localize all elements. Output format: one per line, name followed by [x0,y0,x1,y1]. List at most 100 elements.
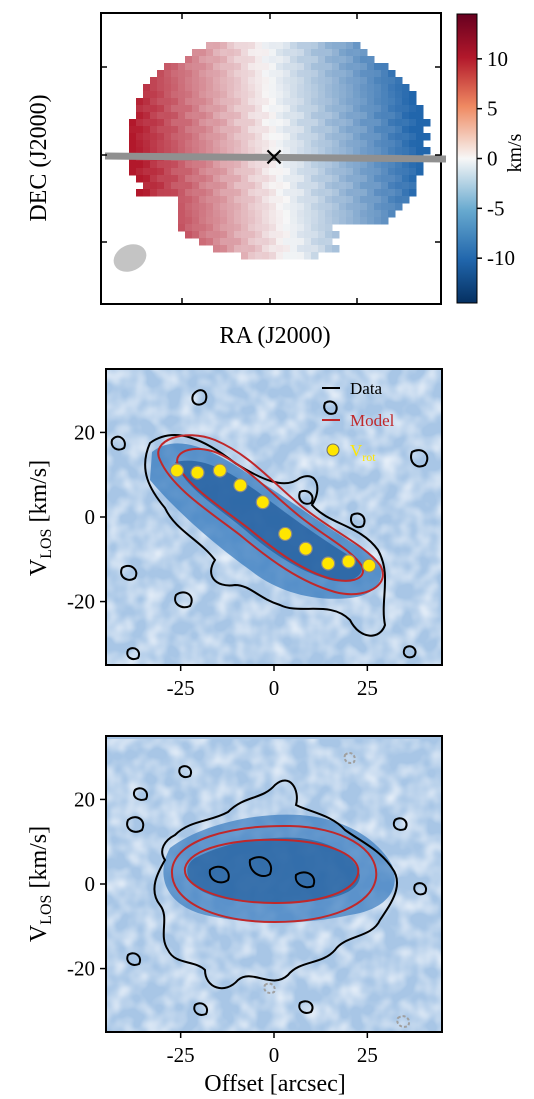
velocity-pixel [304,126,312,134]
velocity-pixel [227,84,235,92]
velocity-pixel [220,217,228,225]
velocity-pixel [283,112,291,120]
velocity-pixel [325,147,333,155]
velocity-pixel [402,98,410,106]
velocity-pixel [234,238,242,246]
velocity-pixel [157,175,165,183]
velocity-pixel [332,196,340,204]
velocity-pixel [290,98,298,106]
velocity-pixel [325,238,333,246]
velocity-pixel [171,168,179,176]
velocity-pixel [241,245,249,253]
velocity-pixel [325,77,333,85]
velocity-pixel [255,189,263,197]
velocity-pixel [248,161,256,169]
velocity-pixel [234,161,242,169]
velocity-pixel [381,196,389,204]
velocity-pixel [276,140,284,148]
velocity-pixel [185,105,193,113]
velocity-pixel [311,112,319,120]
velocity-pixel [290,217,298,225]
velocity-pixel [150,182,158,190]
velocity-pixel [402,105,410,113]
velocity-pixel [199,56,207,64]
velocity-pixel [304,147,312,155]
velocity-pixel [318,203,326,211]
velocity-pixel [318,112,326,120]
velocity-pixel [290,42,298,50]
velocity-pixel [416,133,424,141]
velocity-pixel [199,77,207,85]
velocity-pixel [395,105,403,113]
velocity-pixel [143,182,151,190]
ra-axis-label: RA (J2000) [219,323,330,349]
velocity-pixel [367,140,375,148]
velocity-pixel [269,217,277,225]
velocity-pixel [332,49,340,57]
velocity-pixel [199,98,207,106]
velocity-pixel [353,98,361,106]
velocity-pixel [283,63,291,71]
velocity-pixel [374,140,382,148]
velocity-pixel [409,189,417,197]
velocity-pixel [297,42,305,50]
velocity-pixel [290,238,298,246]
colorbar-tick-label: 0 [487,147,498,171]
velocity-pixel [213,140,221,148]
velocity-pixel [290,49,298,57]
beam-ellipse [113,244,147,272]
velocity-pixel [171,126,179,134]
velocity-pixel [311,252,319,260]
velocity-pixel [213,119,221,127]
velocity-pixel [199,105,207,113]
velocity-map-ticks [101,13,441,304]
velocity-pixel [192,84,200,92]
velocity-pixel [192,56,200,64]
velocity-pixel [157,98,165,106]
velocity-pixel [353,196,361,204]
velocity-pixel [311,49,319,57]
velocity-pixel [332,245,340,253]
colorbar-ticks: 10 5 0 -5 -10 [477,47,515,270]
velocity-pixel [276,189,284,197]
velocity-pixel [297,147,305,155]
velocity-pixel [213,210,221,218]
velocity-pixel [367,217,375,225]
velocity-pixel [297,231,305,239]
velocity-pixel [395,98,403,106]
velocity-pixel [269,147,277,155]
velocity-pixel [388,112,396,120]
velocity-pixel [143,168,151,176]
velocity-pixel [409,140,417,148]
pv-minor-negative-contours [263,752,410,1028]
velocity-pixel [339,91,347,99]
velocity-pixel [192,217,200,225]
velocity-pixel [213,70,221,78]
velocity-pixel [234,140,242,148]
velocity-pixel [297,91,305,99]
velocity-pixel [143,161,151,169]
velocity-pixel [255,70,263,78]
velocity-pixel [374,196,382,204]
velocity-pixel [395,175,403,183]
velocity-pixel [248,119,256,127]
velocity-pixel [262,168,270,176]
velocity-pixel [164,168,172,176]
velocity-pixel [388,70,396,78]
velocity-pixel [227,119,235,127]
velocity-pixel [241,217,249,225]
velocity-pixel [227,224,235,232]
velocity-pixel [255,49,263,57]
velocity-pixel [297,112,305,120]
velocity-pixel [185,217,193,225]
velocity-pixel [234,105,242,113]
velocity-pixel [269,98,277,106]
velocity-pixel [143,133,151,141]
velocity-pixel [304,49,312,57]
velocity-pixel [192,105,200,113]
velocity-pixel [255,77,263,85]
velocity-pixel [206,49,214,57]
velocity-pixel [381,217,389,225]
velocity-pixel [311,217,319,225]
velocity-pixel [269,245,277,253]
